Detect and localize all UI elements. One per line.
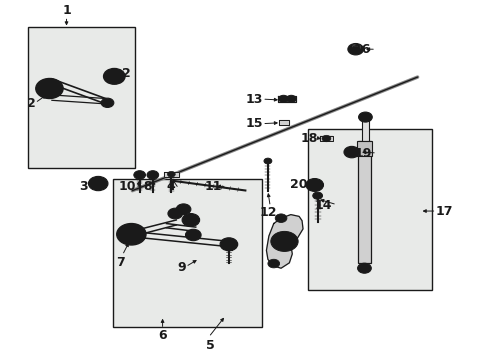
Circle shape <box>122 228 140 241</box>
Circle shape <box>147 171 158 179</box>
Text: 11: 11 <box>204 180 222 193</box>
Circle shape <box>281 97 285 101</box>
Text: 20: 20 <box>290 179 307 192</box>
Circle shape <box>305 179 323 192</box>
Circle shape <box>185 229 201 241</box>
Circle shape <box>180 207 186 212</box>
Bar <box>361 119 368 141</box>
Text: 2: 2 <box>122 67 130 80</box>
Circle shape <box>103 68 125 84</box>
Text: 13: 13 <box>245 93 263 106</box>
Text: 12: 12 <box>259 206 276 219</box>
Text: 17: 17 <box>435 204 452 217</box>
Circle shape <box>93 180 103 187</box>
Bar <box>356 141 371 156</box>
Circle shape <box>171 211 178 216</box>
Circle shape <box>101 98 114 107</box>
Circle shape <box>347 149 355 155</box>
Text: 9: 9 <box>177 261 185 274</box>
Circle shape <box>167 171 175 177</box>
Text: 14: 14 <box>314 199 331 212</box>
Circle shape <box>357 263 370 273</box>
Circle shape <box>310 182 319 188</box>
Circle shape <box>360 266 367 271</box>
Circle shape <box>347 44 363 55</box>
Circle shape <box>36 78 63 99</box>
Circle shape <box>264 158 271 164</box>
Circle shape <box>275 214 286 222</box>
Text: 2: 2 <box>26 97 35 111</box>
Text: 1: 1 <box>62 4 71 17</box>
Circle shape <box>41 82 58 95</box>
Text: 19: 19 <box>354 147 371 161</box>
Circle shape <box>117 224 146 245</box>
Circle shape <box>270 261 276 266</box>
Circle shape <box>358 112 371 122</box>
Circle shape <box>108 72 121 81</box>
Circle shape <box>111 74 117 78</box>
Circle shape <box>88 176 108 191</box>
Text: 3: 3 <box>79 180 87 193</box>
Bar <box>113 179 261 327</box>
Circle shape <box>278 216 284 220</box>
Circle shape <box>361 114 368 120</box>
Circle shape <box>176 204 190 215</box>
Circle shape <box>182 213 199 226</box>
Circle shape <box>270 231 298 251</box>
Polygon shape <box>163 172 178 177</box>
Circle shape <box>351 46 359 52</box>
Circle shape <box>288 97 293 101</box>
Circle shape <box>167 208 182 219</box>
Polygon shape <box>320 136 332 141</box>
Circle shape <box>127 231 136 238</box>
Circle shape <box>277 236 291 247</box>
Circle shape <box>189 232 197 238</box>
Circle shape <box>134 171 145 179</box>
Text: 4: 4 <box>166 180 175 193</box>
Circle shape <box>267 259 279 268</box>
Circle shape <box>286 95 296 103</box>
Text: 8: 8 <box>143 180 152 193</box>
Text: 6: 6 <box>158 329 166 342</box>
Circle shape <box>104 101 110 105</box>
Bar <box>27 27 135 168</box>
Polygon shape <box>266 215 303 268</box>
Text: 15: 15 <box>245 117 263 130</box>
Text: 16: 16 <box>353 43 370 56</box>
Circle shape <box>220 238 237 251</box>
Text: 10: 10 <box>119 180 136 193</box>
Circle shape <box>322 135 330 142</box>
Text: 18: 18 <box>300 132 317 145</box>
Circle shape <box>224 241 233 247</box>
Bar <box>357 141 370 263</box>
Circle shape <box>343 147 359 158</box>
Text: 7: 7 <box>116 256 124 269</box>
Circle shape <box>44 85 54 92</box>
Text: 5: 5 <box>205 339 214 352</box>
Polygon shape <box>279 120 289 125</box>
Circle shape <box>312 192 322 199</box>
Bar <box>307 129 431 290</box>
Circle shape <box>186 217 195 223</box>
Polygon shape <box>278 96 295 102</box>
Circle shape <box>278 95 288 103</box>
Polygon shape <box>352 45 358 48</box>
